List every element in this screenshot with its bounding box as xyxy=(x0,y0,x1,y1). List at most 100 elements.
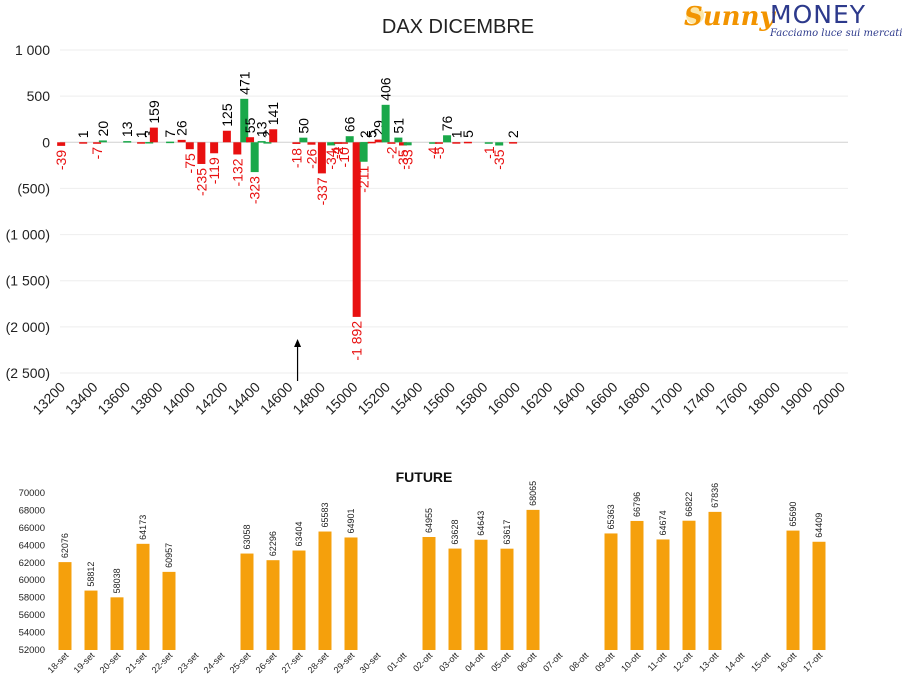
data-label: 62076 xyxy=(60,533,70,558)
data-label: 50 xyxy=(295,118,311,134)
bar xyxy=(484,142,493,144)
y-tick-label: 62000 xyxy=(19,558,45,569)
x-tick-label: 11-ott xyxy=(646,650,669,673)
data-label: 65690 xyxy=(788,502,798,527)
bar xyxy=(443,135,452,143)
bar xyxy=(240,98,249,143)
bar xyxy=(604,533,618,650)
data-label: 2 xyxy=(505,130,521,138)
data-label: 26 xyxy=(174,120,190,136)
y-tick-label: (1 500) xyxy=(6,273,50,289)
data-label: 1 xyxy=(448,130,464,138)
bar xyxy=(682,520,696,650)
data-label: 67836 xyxy=(710,483,720,508)
bar xyxy=(448,548,462,650)
x-tick-label: 26-set xyxy=(254,650,279,675)
bar xyxy=(222,130,231,143)
data-label: 159 xyxy=(146,100,162,124)
data-label: -337 xyxy=(314,177,330,205)
bar xyxy=(367,141,376,144)
bar xyxy=(339,142,348,144)
annotation-arrow-head xyxy=(294,339,302,347)
x-tick-label: 17400 xyxy=(679,379,718,418)
bar xyxy=(84,590,98,650)
x-tick-label: 16-ott xyxy=(775,650,799,674)
x-tick-label: 06-ott xyxy=(515,650,539,674)
bar xyxy=(166,141,175,144)
bar xyxy=(359,142,368,162)
bar xyxy=(307,142,316,145)
bar xyxy=(422,537,436,650)
bar xyxy=(708,511,722,650)
x-tick-label: 13-ott xyxy=(697,650,721,674)
data-label: -75 xyxy=(182,153,198,173)
bar xyxy=(812,541,826,650)
bar xyxy=(98,140,107,143)
y-tick-label: 60000 xyxy=(19,575,45,586)
data-label: 63058 xyxy=(242,525,252,550)
x-tick-label: 13400 xyxy=(62,379,101,418)
bar xyxy=(149,127,158,143)
x-tick-label: 17600 xyxy=(712,379,751,418)
data-label: -7 xyxy=(89,147,105,160)
bar xyxy=(334,142,343,144)
data-label: -132 xyxy=(229,158,245,186)
y-tick-label: 66000 xyxy=(19,523,45,534)
data-label: 66822 xyxy=(684,492,694,517)
x-tick-label: 25-set xyxy=(228,650,253,675)
bar xyxy=(452,142,461,144)
data-label: -2 xyxy=(383,146,399,159)
bar xyxy=(110,597,124,650)
x-tick-label: 16600 xyxy=(582,379,621,418)
x-tick-label: 15800 xyxy=(452,379,491,418)
x-tick-label: 15600 xyxy=(419,379,458,418)
data-label: -18 xyxy=(288,148,304,168)
x-tick-label: 16800 xyxy=(614,379,653,418)
data-label: 58812 xyxy=(86,562,96,587)
x-tick-label: 18-set xyxy=(46,650,71,675)
bar xyxy=(137,142,146,144)
x-tick-label: 19-set xyxy=(72,650,97,675)
x-tick-label: 02-ott xyxy=(411,650,435,674)
bar xyxy=(352,142,361,317)
data-label: -34 xyxy=(323,149,339,169)
x-tick-label: 14200 xyxy=(192,379,231,418)
bar xyxy=(463,141,472,144)
bar xyxy=(360,142,369,144)
data-label: 68065 xyxy=(528,481,538,506)
data-label: 7 xyxy=(162,130,178,138)
y-tick-label: 68000 xyxy=(19,505,45,516)
x-tick-label: 19000 xyxy=(777,379,816,418)
data-label: 66796 xyxy=(632,492,642,517)
data-label: 62296 xyxy=(268,531,278,556)
data-label: 2 xyxy=(357,130,373,138)
x-tick-label: 13800 xyxy=(127,379,166,418)
bar xyxy=(403,142,412,146)
x-tick-label: 20000 xyxy=(809,379,848,418)
data-label: 2 xyxy=(259,130,275,138)
bar xyxy=(162,571,176,650)
data-label: 66 xyxy=(342,116,358,132)
bar xyxy=(58,562,72,650)
y-tick-label: (500) xyxy=(17,180,50,196)
data-label: -5 xyxy=(431,147,447,160)
x-tick-label: 24-set xyxy=(202,650,227,675)
data-label: -33 xyxy=(400,149,416,169)
x-tick-label: 15400 xyxy=(387,379,426,418)
data-label: 51 xyxy=(390,118,406,134)
data-label: 3 xyxy=(141,130,157,138)
x-tick-label: 12-ott xyxy=(671,650,695,674)
x-tick-label: 01-ott xyxy=(385,650,409,674)
x-tick-label: 16000 xyxy=(484,379,523,418)
data-label: 63628 xyxy=(450,520,460,545)
chart-title: DAX DICEMBRE xyxy=(382,16,534,38)
bar xyxy=(233,142,242,155)
x-tick-label: 23-set xyxy=(176,650,201,675)
x-tick-label: 05-ott xyxy=(489,650,513,674)
data-label: 64643 xyxy=(476,511,486,536)
x-tick-label: 27-set xyxy=(280,650,305,675)
data-label: -10 xyxy=(336,147,352,167)
bar xyxy=(394,137,403,143)
data-label: -1 xyxy=(481,146,497,159)
